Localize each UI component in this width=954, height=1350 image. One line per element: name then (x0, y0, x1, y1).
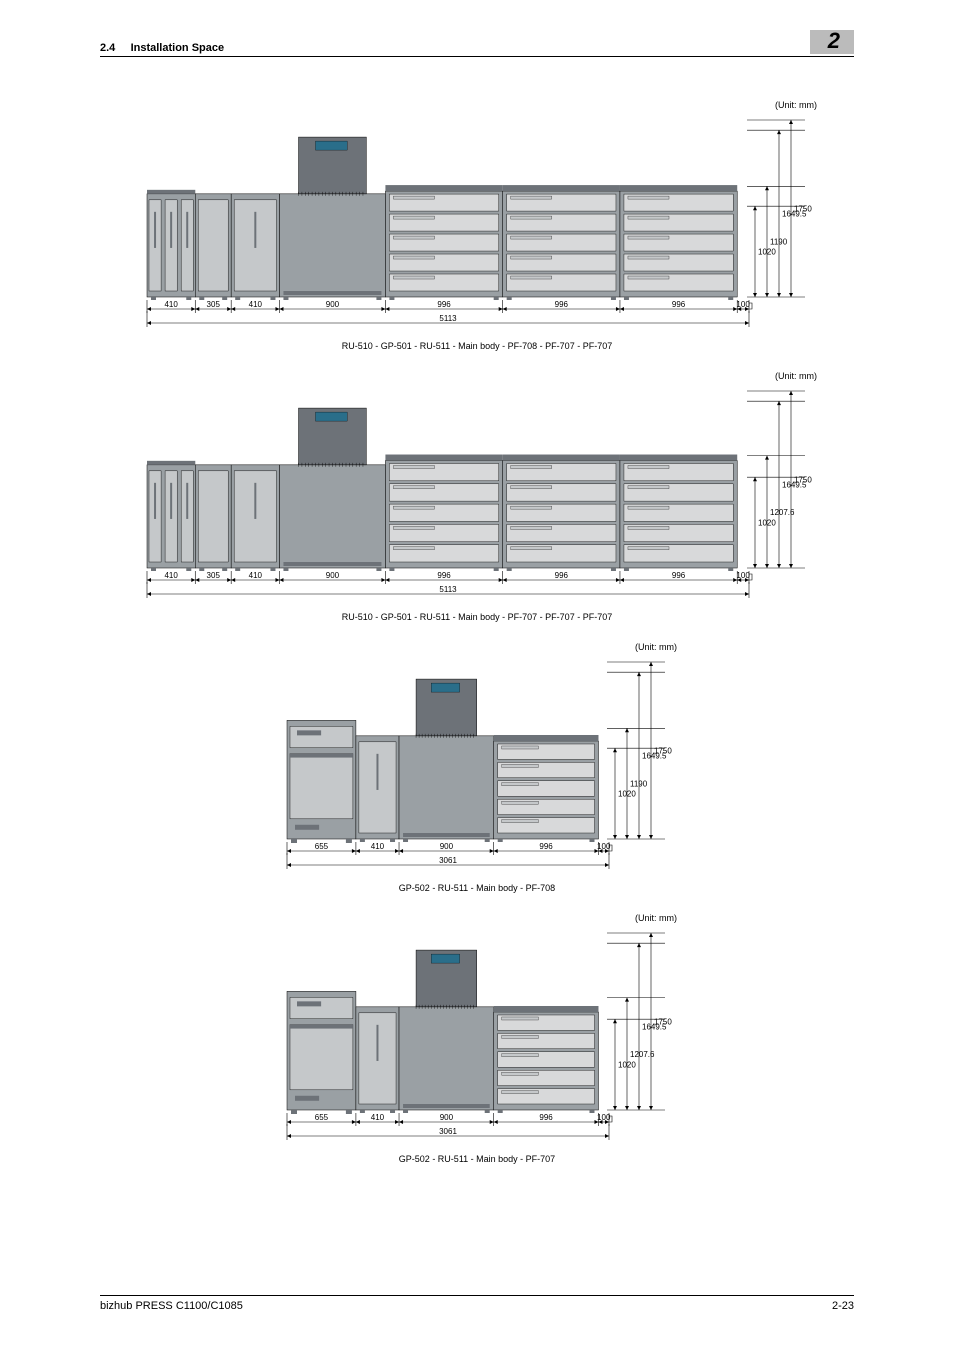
svg-text:305: 305 (207, 300, 221, 309)
svg-text:996: 996 (539, 1113, 553, 1122)
unit-label: (Unit: mm) (137, 100, 817, 110)
svg-text:3061: 3061 (439, 856, 457, 865)
svg-text:100: 100 (597, 1113, 611, 1122)
installation-diagram: 655 410 900 996 100 3061 1020 1207.6 164… (277, 925, 677, 1150)
svg-text:900: 900 (440, 842, 454, 851)
product-name: bizhub PRESS C1100/C1085 (100, 1300, 243, 1312)
page-number: 2-23 (832, 1300, 854, 1312)
chapter-number: 2 (828, 28, 840, 53)
svg-text:900: 900 (440, 1113, 454, 1122)
diagram-block: (Unit: mm) 655 410 900 996 100 3061 1020… (277, 913, 677, 1164)
svg-text:410: 410 (164, 571, 178, 580)
unit-label: (Unit: mm) (277, 913, 677, 923)
svg-text:996: 996 (437, 300, 451, 309)
svg-text:3061: 3061 (439, 1127, 457, 1136)
diagram-block: (Unit: mm) 410 305 410 900 996 996 996 1… (137, 100, 817, 351)
svg-text:655: 655 (315, 1113, 329, 1122)
svg-text:1750: 1750 (794, 476, 812, 485)
svg-text:996: 996 (555, 571, 569, 580)
svg-text:410: 410 (249, 571, 263, 580)
diagram-block: (Unit: mm) 655 410 900 996 100 3061 1020… (277, 642, 677, 893)
page-footer: bizhub PRESS C1100/C1085 2-23 (100, 1295, 854, 1312)
svg-text:996: 996 (539, 842, 553, 851)
svg-text:5113: 5113 (439, 314, 457, 323)
svg-text:900: 900 (326, 571, 340, 580)
page-content: (Unit: mm) 410 305 410 900 996 996 996 1… (100, 100, 854, 1184)
installation-diagram: 655 410 900 996 100 3061 1020 1190 1649.… (277, 654, 677, 879)
installation-diagram: 410 305 410 900 996 996 996 100 5113 102… (137, 112, 817, 337)
diagram-block: (Unit: mm) 410 305 410 900 996 996 996 1… (137, 371, 817, 622)
svg-text:900: 900 (326, 300, 340, 309)
svg-text:410: 410 (164, 300, 178, 309)
installation-diagram: 410 305 410 900 996 996 996 100 5113 102… (137, 383, 817, 608)
svg-text:100: 100 (736, 300, 750, 309)
diagram-caption: RU-510 - GP-501 - RU-511 - Main body - P… (137, 612, 817, 622)
svg-text:410: 410 (371, 1113, 385, 1122)
svg-text:996: 996 (672, 571, 686, 580)
page-header: 2.4 Installation Space 2 (100, 30, 854, 57)
svg-text:305: 305 (207, 571, 221, 580)
svg-text:996: 996 (437, 571, 451, 580)
svg-text:100: 100 (736, 571, 750, 580)
svg-text:1750: 1750 (794, 205, 812, 214)
diagram-caption: RU-510 - GP-501 - RU-511 - Main body - P… (137, 341, 817, 351)
svg-text:1750: 1750 (654, 1018, 672, 1027)
diagram-caption: GP-502 - RU-511 - Main body - PF-707 (277, 1154, 677, 1164)
chapter-badge: 2 (810, 30, 854, 54)
svg-text:996: 996 (555, 300, 569, 309)
svg-text:410: 410 (249, 300, 263, 309)
section-heading: 2.4 Installation Space (100, 42, 224, 54)
unit-label: (Unit: mm) (137, 371, 817, 381)
svg-text:655: 655 (315, 842, 329, 851)
svg-text:410: 410 (371, 842, 385, 851)
diagram-caption: GP-502 - RU-511 - Main body - PF-708 (277, 883, 677, 893)
svg-text:1750: 1750 (654, 747, 672, 756)
svg-text:996: 996 (672, 300, 686, 309)
svg-text:5113: 5113 (439, 585, 457, 594)
unit-label: (Unit: mm) (277, 642, 677, 652)
svg-text:100: 100 (597, 842, 611, 851)
section-number: 2.4 (100, 42, 115, 54)
section-title: Installation Space (131, 42, 225, 54)
